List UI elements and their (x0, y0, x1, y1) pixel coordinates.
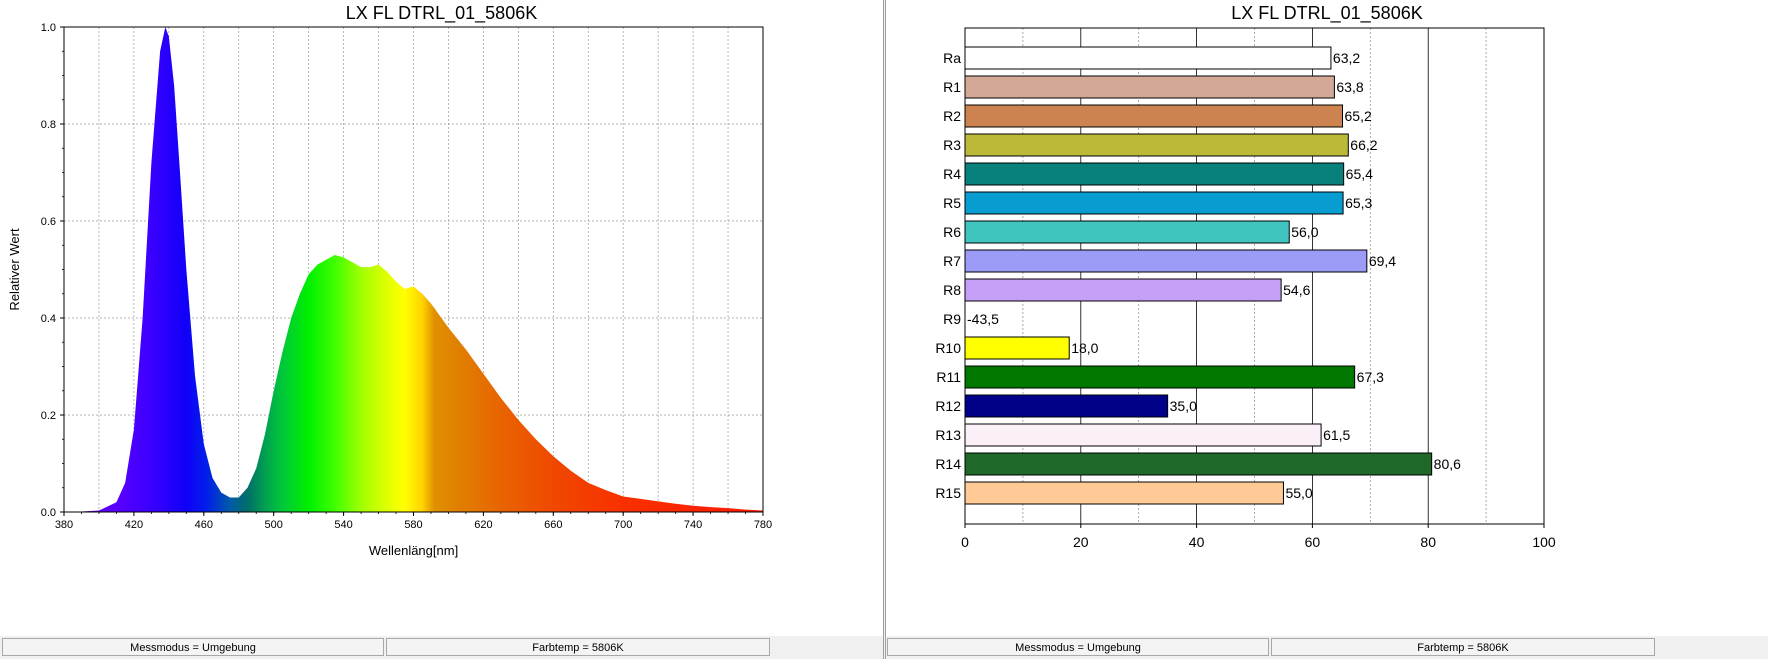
cri-bar-chart: Ra 63,2 R1 63,8 R2 65,2 R3 66,2 R4 65,4 R5 65,3 R6 56… (935, 27, 1556, 550)
x-tick-label: 580 (404, 519, 422, 531)
category-label: R1 (943, 79, 961, 95)
y-tick-label: 0.4 (41, 313, 56, 325)
status-measure-mode: Messmodus = Umgebung (2, 638, 384, 656)
value-label: 56,0 (1291, 224, 1318, 240)
value-label: 61,5 (1323, 427, 1350, 443)
x-tick-label: 500 (265, 519, 283, 531)
category-label: R9 (943, 311, 961, 327)
value-label: 63,2 (1333, 50, 1360, 66)
status-measure-mode: Messmodus = Umgebung (887, 638, 1269, 656)
x-tick-label: 740 (684, 519, 702, 531)
cri-panel: LX FL DTRL_01_5806K Ra 63,2 R1 63,8 R2 65,2 R3… (885, 0, 1768, 659)
value-label: 18,0 (1071, 340, 1098, 356)
spectrum-chart: 380 420 460 500 540 580 620 660 700 740 780 0.0 0.2 0… (7, 22, 772, 558)
bar-r11 (964, 365, 1356, 389)
bar-r7 (964, 249, 1368, 273)
y-tick-label: 0.2 (41, 410, 56, 422)
value-label: 55,0 (1285, 485, 1312, 501)
category-label: R11 (936, 369, 961, 385)
x-tick-label: 460 (195, 519, 213, 531)
value-label: -43,5 (967, 311, 999, 327)
x-tick-label: 20 (1073, 534, 1089, 550)
category-label: R5 (943, 195, 961, 211)
bar-r3 (964, 133, 1349, 157)
value-label: 63,8 (1336, 79, 1363, 95)
bar-r4 (964, 162, 1345, 186)
category-label: R14 (935, 456, 961, 472)
status-color-temp: Farbtemp = 5806K (1271, 638, 1655, 656)
x-tick-label: 420 (125, 519, 143, 531)
x-tick-label: 80 (1420, 534, 1436, 550)
value-label: 80,6 (1434, 456, 1461, 472)
y-axis-label: Relativer Wert (7, 228, 22, 311)
value-label: 54,6 (1283, 282, 1310, 298)
bar-r10 (964, 336, 1070, 360)
category-label: R7 (943, 253, 961, 269)
cri-chart-title: LX FL DTRL_01_5806K (1231, 3, 1423, 23)
status-color-temp: Farbtemp = 5806K (386, 638, 770, 656)
category-label: R3 (943, 137, 961, 153)
bar-ra (964, 46, 1332, 70)
x-tick-label: 100 (1532, 534, 1556, 550)
x-tick-label: 0 (961, 534, 969, 550)
value-label: 67,3 (1357, 369, 1384, 385)
y-tick-label: 1.0 (41, 22, 56, 34)
bar-r5 (964, 191, 1344, 215)
bar-r1 (964, 75, 1335, 99)
category-label: R8 (943, 282, 961, 298)
y-tick-label: 0.0 (41, 507, 56, 519)
spectrum-chart-title: LX FL DTRL_01_5806K (345, 3, 538, 23)
x-axis-label: Wellenläng[nm] (369, 543, 458, 558)
value-label: 66,2 (1350, 137, 1377, 153)
right-status-bar: Messmodus = Umgebung Farbtemp = 5806K (886, 636, 1768, 659)
x-tick-label: 60 (1305, 534, 1321, 550)
y-tick-label: 0.6 (41, 216, 56, 228)
y-tick-label: 0.8 (41, 119, 56, 131)
x-tick-label: 380 (55, 519, 73, 531)
bar-r12 (964, 394, 1169, 418)
value-label: 65,4 (1346, 166, 1373, 182)
left-status-bar: Messmodus = Umgebung Farbtemp = 5806K (0, 636, 883, 659)
value-label: 65,3 (1345, 195, 1372, 211)
category-label: R4 (943, 166, 961, 182)
x-tick-label: 700 (614, 519, 632, 531)
category-label: R6 (943, 224, 961, 240)
spectrum-area (64, 27, 763, 512)
spectrum-panel: LX FL DTRL_01_5806K 380 420 460 500 540 580 62… (0, 0, 884, 659)
category-label: R12 (935, 398, 961, 414)
plot-frame (964, 27, 1545, 525)
category-label: R15 (935, 485, 961, 501)
category-label: Ra (943, 50, 961, 66)
value-label: 35,0 (1170, 398, 1197, 414)
bar-r14 (964, 452, 1433, 476)
value-label: 69,4 (1369, 253, 1396, 269)
bar-r6 (964, 220, 1290, 244)
category-label: R10 (935, 340, 961, 356)
bar-r8 (964, 278, 1282, 302)
x-tick-label: 780 (754, 519, 772, 531)
x-tick-label: 620 (474, 519, 492, 531)
x-tick-label: 660 (544, 519, 562, 531)
bar-r15 (964, 481, 1284, 505)
bar-r2 (964, 104, 1344, 128)
x-tick-label: 540 (334, 519, 352, 531)
x-tick-label: 40 (1189, 534, 1205, 550)
category-label: R13 (935, 427, 961, 443)
category-label: R2 (943, 108, 961, 124)
bar-r13 (964, 423, 1322, 447)
value-label: 65,2 (1345, 108, 1372, 124)
